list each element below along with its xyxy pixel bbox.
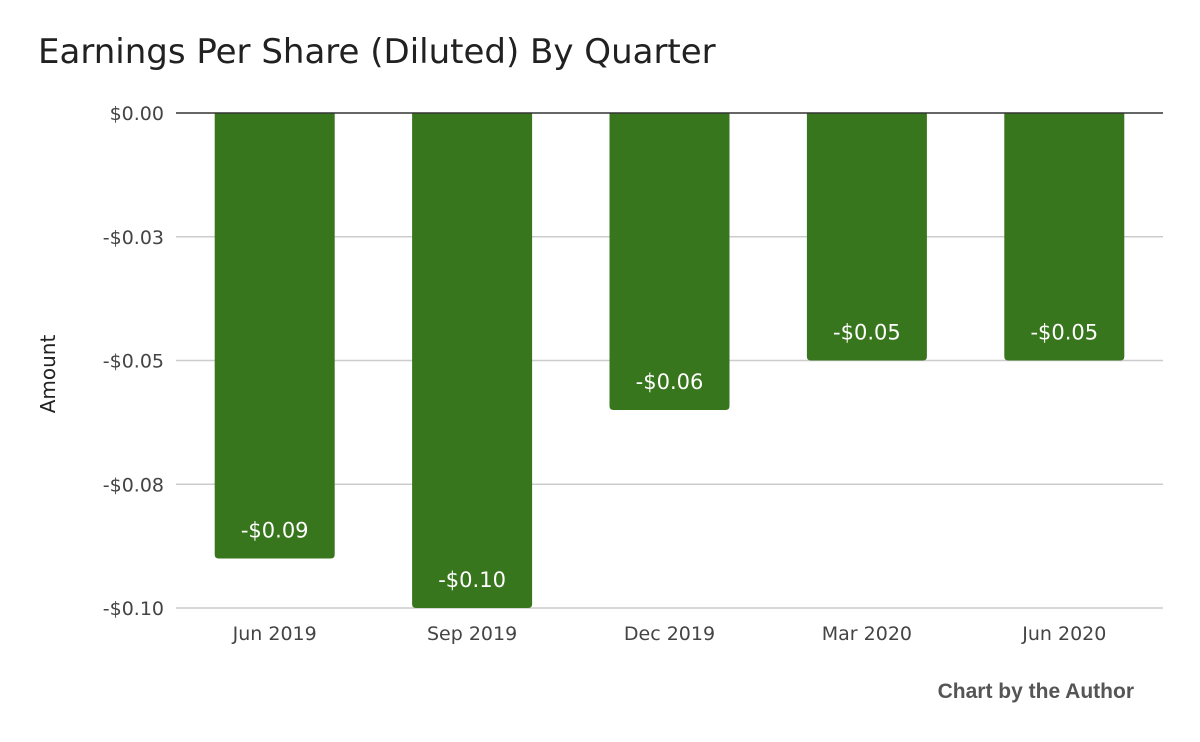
x-tick-label: Dec 2019 [624,623,715,645]
x-tick-label: Jun 2020 [1021,623,1106,645]
x-axis-ticks: Jun 2019 Sep 2019 Dec 2019 Mar 2020 Jun 2020 [232,623,1107,645]
x-tick-label: Mar 2020 [822,623,912,645]
bar-data-label: -$0.05 [1030,321,1098,345]
y-axis-ticks: $0.00 -$0.03 -$0.05 -$0.08 -$0.10 [103,103,164,620]
bar-data-label: -$0.09 [241,519,309,543]
bar [412,113,533,608]
bar-data-label: -$0.06 [636,370,704,394]
y-tick-label: $0.00 [110,103,164,125]
bar [214,113,335,559]
y-tick-label: -$0.08 [103,474,164,496]
chart-title: Earnings Per Share (Diluted) By Quarter [38,32,716,72]
bar [806,113,927,361]
bar [1004,113,1125,361]
bar-data-label: -$0.10 [438,568,506,592]
y-tick-label: -$0.05 [103,351,164,373]
bar [609,113,730,410]
bar-data-label: -$0.05 [833,321,901,345]
chart-credit: Chart by the Author [937,680,1134,703]
y-tick-label: -$0.10 [103,598,164,620]
y-tick-label: -$0.03 [103,227,164,249]
y-axis-title: Amount [36,335,60,414]
x-tick-label: Sep 2019 [427,623,517,645]
bars: -$0.09 -$0.10 -$0.06 -$0.05 -$0.05 [214,113,1125,608]
x-tick-label: Jun 2019 [232,623,317,645]
